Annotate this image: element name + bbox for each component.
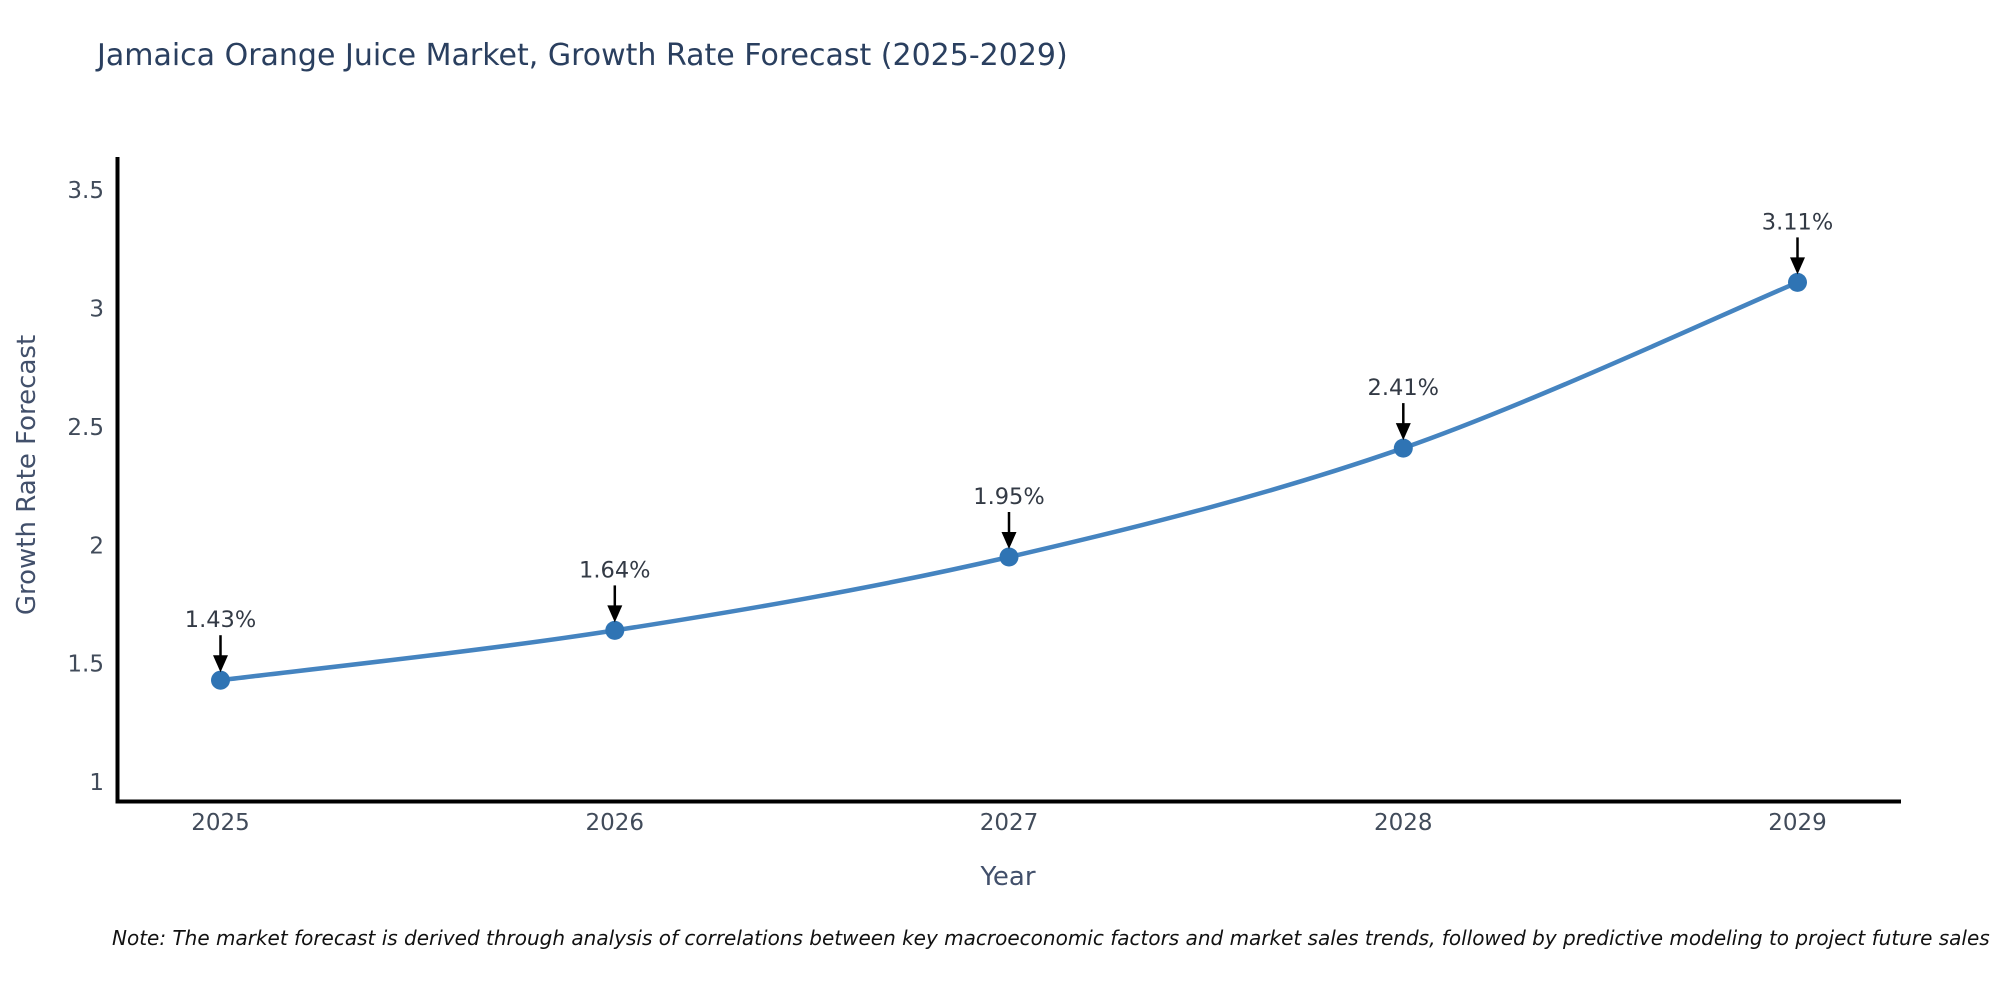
forecast-line bbox=[218, 280, 1800, 683]
x-axis-title: Year bbox=[980, 862, 1036, 892]
y-tick-label: 3.5 bbox=[67, 178, 104, 204]
y-tick-label: 2.5 bbox=[67, 415, 104, 441]
annotation-arrowhead-icon bbox=[1001, 532, 1017, 549]
annotation-arrowhead-icon bbox=[1395, 423, 1411, 441]
x-tick-label: 2027 bbox=[980, 810, 1039, 836]
x-tick-label: 2026 bbox=[586, 810, 645, 836]
data-point-marker bbox=[999, 547, 1019, 567]
annotation-arrowhead-icon bbox=[607, 605, 623, 623]
y-tick-label: 2 bbox=[89, 533, 104, 559]
x-tick-label: 2029 bbox=[1768, 810, 1827, 836]
data-point-label: 1.95% bbox=[973, 484, 1044, 510]
y-tick-label: 3 bbox=[89, 296, 104, 322]
annotation-arrowhead-icon bbox=[1790, 257, 1805, 275]
chart-title: Jamaica Orange Juice Market, Growth Rate… bbox=[97, 38, 1068, 73]
data-point-marker bbox=[1788, 272, 1807, 292]
annotation-arrowhead-icon bbox=[213, 655, 228, 673]
data-point-label: 3.11% bbox=[1762, 209, 1833, 235]
x-tick-label: 2025 bbox=[191, 810, 250, 836]
data-point-label: 2.41% bbox=[1368, 375, 1439, 401]
footnote: Note: The market forecast is derived thr… bbox=[112, 926, 1990, 950]
y-axis-title: Growth Rate Forecast bbox=[12, 334, 42, 616]
x-tick-label: 2028 bbox=[1374, 810, 1433, 836]
data-point-marker bbox=[1393, 438, 1413, 458]
data-point-label: 1.64% bbox=[579, 557, 650, 583]
y-tick-label: 1 bbox=[89, 770, 104, 796]
y-tick-label: 1.5 bbox=[67, 652, 104, 678]
data-point-marker bbox=[211, 670, 230, 690]
data-point-label: 1.43% bbox=[185, 607, 256, 633]
data-point-marker bbox=[605, 620, 625, 640]
